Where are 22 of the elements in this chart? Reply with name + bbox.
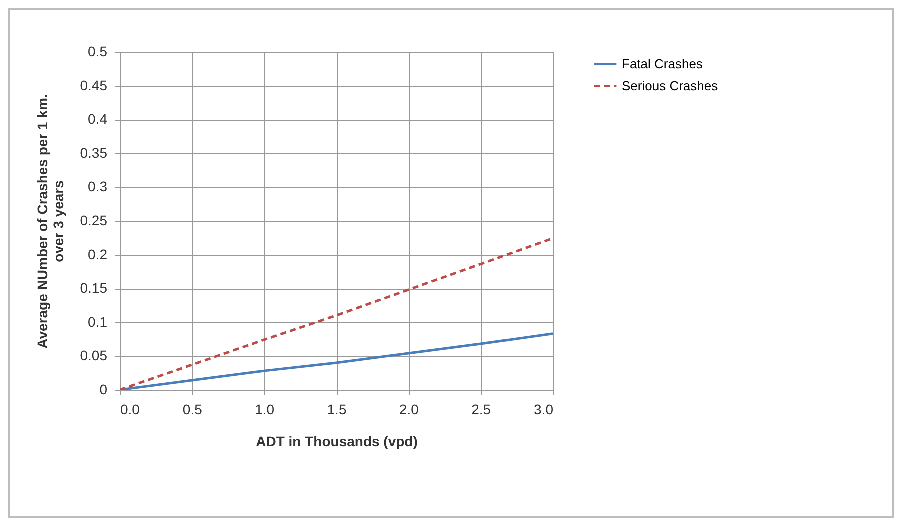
- y-tick-label: 0: [100, 382, 108, 398]
- y-tick-label: 0.25: [80, 212, 108, 228]
- x-tick-label: 2.0: [399, 402, 420, 418]
- x-axis-title: ADT in Thousands (vpd): [256, 434, 418, 450]
- x-tick-label: 0.0: [120, 402, 140, 418]
- x-tick-label: 1.5: [327, 402, 347, 418]
- y-tick-label: 0.1: [88, 314, 108, 330]
- y-tick-label: 0.45: [80, 77, 108, 94]
- y-tick-label: 0.2: [88, 246, 108, 262]
- y-tick-label: 0.05: [80, 348, 108, 364]
- legend-label: Fatal Crashes: [622, 56, 704, 72]
- x-tick-label: 3.0: [534, 402, 554, 418]
- legend-label: Serious Crashes: [622, 78, 719, 94]
- y-tick-label: 0.3: [88, 178, 108, 195]
- y-tick-label: 0.5: [88, 44, 108, 60]
- y-axis-title: Average NUmber of Crashes per 1 km. over 3 years: [34, 94, 66, 349]
- x-tick-label: 1.0: [255, 402, 275, 418]
- y-tick-label: 0.35: [80, 144, 108, 161]
- x-tick-label: 2.5: [472, 402, 492, 418]
- y-tick-label: 0.4: [88, 111, 108, 128]
- y-tick-label: 0.15: [80, 280, 108, 296]
- x-tick-label: 0.5: [182, 402, 203, 418]
